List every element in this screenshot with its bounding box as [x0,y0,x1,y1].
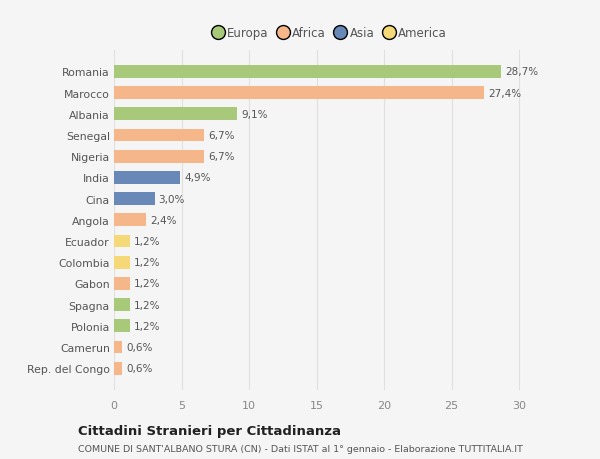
Bar [114,277,130,290]
Text: 2,4%: 2,4% [151,215,177,225]
Text: 1,2%: 1,2% [134,300,161,310]
Bar [114,256,130,269]
Text: 28,7%: 28,7% [505,67,539,77]
Bar [114,320,130,332]
Bar [114,235,130,248]
Legend: Europa, Africa, Asia, America: Europa, Africa, Asia, America [208,22,452,45]
Bar [114,151,205,163]
Text: COMUNE DI SANT'ALBANO STURA (CN) - Dati ISTAT al 1° gennaio - Elaborazione TUTTI: COMUNE DI SANT'ALBANO STURA (CN) - Dati … [78,444,523,453]
Text: 27,4%: 27,4% [488,89,521,98]
Text: 1,2%: 1,2% [134,236,161,246]
Bar [114,214,146,227]
Bar [114,129,205,142]
Bar [114,66,502,78]
Text: 6,7%: 6,7% [209,131,235,141]
Text: 1,2%: 1,2% [134,279,161,289]
Text: 6,7%: 6,7% [209,152,235,162]
Bar [114,341,122,353]
Text: 1,2%: 1,2% [134,257,161,268]
Bar [114,193,155,206]
Text: 0,6%: 0,6% [126,364,152,373]
Bar [114,362,122,375]
Bar [114,87,484,100]
Text: Cittadini Stranieri per Cittadinanza: Cittadini Stranieri per Cittadinanza [78,425,341,437]
Text: 9,1%: 9,1% [241,110,268,119]
Text: 4,9%: 4,9% [184,173,211,183]
Text: 3,0%: 3,0% [158,194,185,204]
Bar [114,108,237,121]
Bar [114,298,130,311]
Text: 0,6%: 0,6% [126,342,152,352]
Text: 1,2%: 1,2% [134,321,161,331]
Bar [114,172,180,185]
